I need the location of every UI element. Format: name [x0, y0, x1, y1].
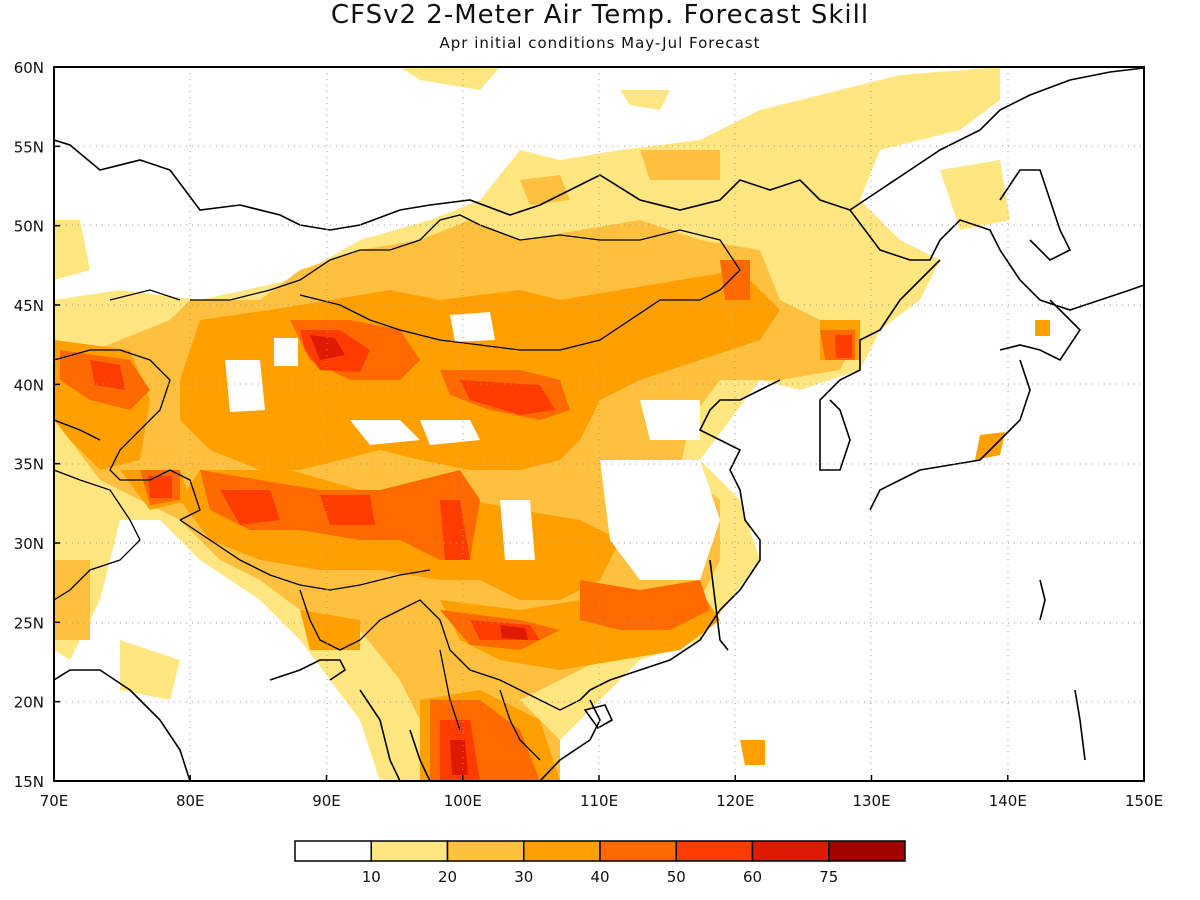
y-tick-label: 50N — [14, 218, 44, 236]
y-tick-label: 40N — [14, 376, 44, 394]
colorbar-swatch — [751, 840, 830, 862]
colorbar-labels: 10 20 30 40 50 60 75 — [362, 868, 839, 886]
y-axis-ticks: 15N 20N 25N 30N 35N 40N 45N 50N 55N 60N — [14, 59, 60, 791]
x-tick-label: 120E — [716, 792, 754, 810]
x-tick-label: 100E — [444, 792, 482, 810]
y-tick-label: 30N — [14, 535, 44, 553]
y-tick-label: 15N — [14, 773, 44, 791]
colorbar-label: 60 — [743, 868, 762, 886]
colorbar-label: 10 — [362, 868, 381, 886]
x-tick-label: 80E — [176, 792, 205, 810]
y-tick-label: 55N — [14, 138, 44, 156]
coastlines — [54, 67, 1144, 781]
y-tick-label: 35N — [14, 456, 44, 474]
colorbar-swatch — [370, 840, 449, 862]
y-tick-label: 60N — [14, 59, 44, 77]
grid-lines — [54, 67, 1144, 781]
colorbar-swatch — [523, 840, 601, 862]
y-tick-label: 20N — [14, 694, 44, 712]
colorbar-swatch — [446, 840, 525, 862]
colorbar-swatch — [828, 840, 906, 862]
colorbar-swatch — [675, 840, 754, 862]
colorbar-label: 20 — [438, 868, 457, 886]
contour-60-75 — [310, 335, 528, 775]
colorbar-swatch — [599, 840, 677, 862]
y-tick-label: 45N — [14, 297, 44, 315]
skill-contours — [54, 67, 1050, 781]
colorbar-label: 50 — [667, 868, 686, 886]
x-tick-label: 150E — [1125, 792, 1163, 810]
colorbar — [294, 840, 906, 862]
skill-holes — [225, 312, 800, 580]
x-tick-label: 70E — [40, 792, 69, 810]
x-tick-label: 90E — [312, 792, 341, 810]
borders — [54, 214, 741, 761]
x-tick-label: 130E — [852, 792, 890, 810]
x-tick-label: 140E — [989, 792, 1027, 810]
colorbar-label: 75 — [819, 868, 838, 886]
x-tick-label: 110E — [580, 792, 618, 810]
chart-title: CFSv2 2-Meter Air Temp. Forecast Skill — [330, 0, 870, 30]
colorbar-swatch — [294, 840, 372, 862]
chart-subtitle: Apr initial conditions May-Jul Forecast — [439, 34, 761, 52]
x-axis-ticks: 70E 80E 90E 100E 110E 120E 130E 140E 150E — [40, 775, 1163, 810]
colorbar-label: 40 — [590, 868, 609, 886]
colorbar-label: 30 — [514, 868, 533, 886]
y-tick-label: 25N — [14, 614, 44, 632]
